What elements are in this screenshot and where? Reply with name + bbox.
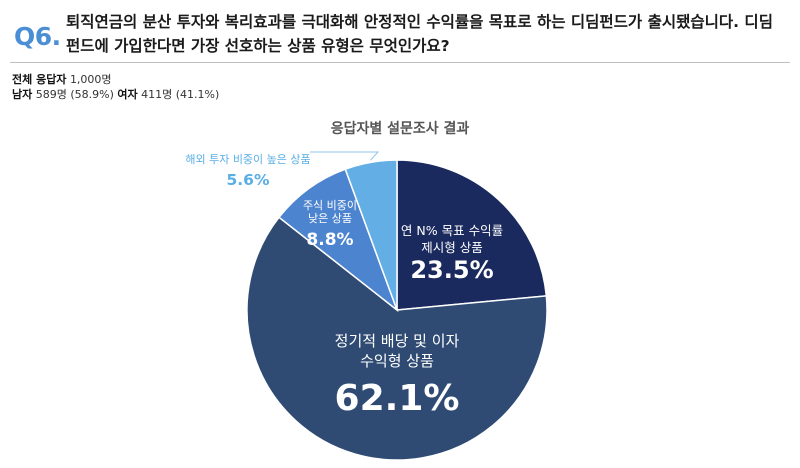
- respondents-total: 전체 응답자 1,000명: [12, 71, 112, 87]
- slice-label: 정기적 배당 및 이자: [335, 332, 460, 350]
- question-line-1: 퇴직연금의 분산 투자와 복리효과를 극대화해 안정적인 수익률을 목표로 하는…: [66, 13, 773, 31]
- question-number: Q6.: [14, 22, 61, 51]
- slice-value-label: 62.1%: [335, 378, 460, 419]
- slice-value-label: 23.5%: [410, 256, 493, 284]
- slice-label: 주식 비중이: [303, 199, 357, 212]
- slice-value-label: 5.6%: [227, 171, 270, 189]
- total-value: 1,000명: [69, 73, 112, 86]
- male-label: 남자: [12, 88, 33, 101]
- pie-slice: [246, 216, 548, 461]
- slice-label: 제시형 상품: [421, 240, 482, 255]
- pie-slice: [344, 159, 398, 311]
- header-divider: [10, 62, 790, 63]
- pie-slice: [396, 159, 548, 311]
- chart-title: 응답자별 설문조사 결과: [330, 121, 470, 137]
- female-label: 여자: [117, 88, 138, 101]
- question-line-2: 펀드에 가입한다면 가장 선호하는 상품 유형은 무엇인가요?: [66, 37, 450, 55]
- slice-value-label: 8.8%: [306, 230, 353, 250]
- pie-slice: [278, 168, 399, 313]
- male-value: 589명 (58.9%): [35, 88, 114, 101]
- slice-label: 수익형 상품: [360, 352, 434, 370]
- respondents-gender: 남자 589명 (58.9%) 여자 411명 (41.1%): [12, 86, 219, 102]
- total-label: 전체 응답자: [12, 73, 67, 86]
- female-value: 411명 (41.1%): [141, 88, 220, 101]
- leader-line: [310, 151, 380, 161]
- slice-label: 낮은 상품: [308, 212, 352, 225]
- slice-label: 해외 투자 비중이 높은 상품: [185, 152, 310, 166]
- question-text: 퇴직연금의 분산 투자와 복리효과를 극대화해 안정적인 수익률을 목표로 하는…: [66, 10, 786, 58]
- slice-label: 연 N% 목표 수익률: [401, 223, 503, 238]
